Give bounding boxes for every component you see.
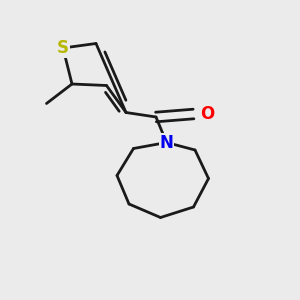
Text: N: N	[160, 134, 173, 152]
Text: S: S	[57, 39, 69, 57]
Text: O: O	[200, 105, 214, 123]
